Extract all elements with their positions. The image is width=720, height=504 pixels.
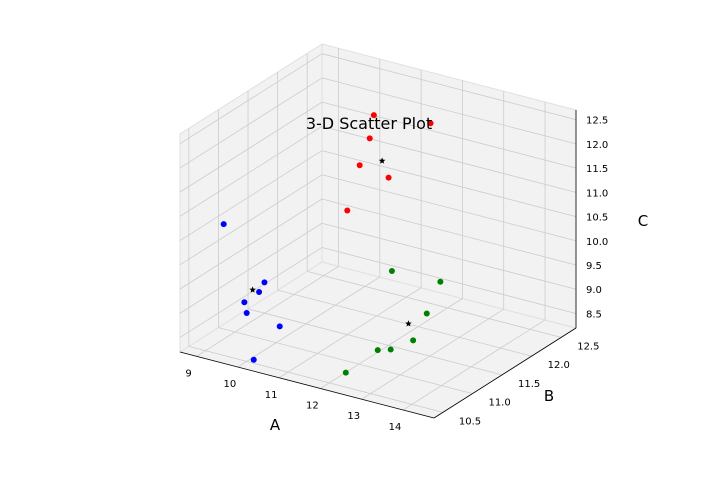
- grid-line: [321, 53, 577, 121]
- z-tick-label: 12.5: [586, 116, 608, 127]
- grid-line: [179, 126, 323, 217]
- grid-line: [321, 198, 577, 266]
- z-axis-label: C: [638, 212, 648, 230]
- scatter-point: [220, 221, 227, 228]
- z-tick-label: 10.5: [586, 213, 608, 224]
- x-axis-label: A: [270, 416, 281, 434]
- data-points: [220, 112, 444, 376]
- axis-panes: [178, 43, 578, 419]
- scatter-point: [437, 278, 444, 285]
- scatter-point: [388, 267, 395, 274]
- grid-line: [247, 308, 503, 376]
- y-tick-label: 11.5: [518, 379, 540, 390]
- scatter-point: [385, 174, 392, 181]
- x-tick-label: 10: [223, 379, 236, 390]
- y-tick-label: 12.5: [577, 341, 599, 352]
- x-tick-label: 13: [347, 411, 360, 422]
- scatter-point: [374, 347, 381, 354]
- scatter-point: [410, 337, 417, 344]
- z-tick-label: 10.0: [586, 237, 608, 248]
- grid-line: [196, 265, 339, 357]
- scatter-point: [276, 323, 283, 330]
- x-tick-label: 14: [389, 422, 402, 433]
- grid-line: [179, 150, 323, 241]
- grid-line: [179, 101, 323, 193]
- x-tick-label: 9: [185, 368, 191, 379]
- y-tick-label: 12.0: [548, 360, 570, 371]
- z-tick-label: 11.0: [586, 188, 608, 199]
- x-tick-label: 11: [265, 390, 278, 401]
- grid-line: [179, 198, 323, 290]
- scatter-point: [423, 310, 430, 317]
- chart-title: 3-D Scatter Plot: [306, 114, 432, 133]
- grid-line: [321, 101, 577, 169]
- x-axis-line: [179, 351, 435, 419]
- star-marker: [249, 286, 256, 293]
- grid-line: [277, 289, 532, 357]
- scatter-point: [241, 299, 248, 306]
- grid-line: [179, 53, 323, 145]
- z-tick-label: 11.5: [586, 164, 608, 175]
- grid-line: [361, 308, 504, 400]
- grid-line: [307, 270, 562, 338]
- grid-line: [179, 247, 323, 338]
- star-marker: [405, 320, 412, 327]
- scatter-point: [356, 162, 363, 169]
- scatter-point: [342, 369, 349, 376]
- grid-line: [278, 287, 422, 379]
- z-tick-label: 8.5: [586, 309, 602, 320]
- grid-line: [321, 247, 577, 314]
- grid-line: [179, 77, 323, 169]
- scatter-point: [261, 279, 268, 286]
- scatter-point: [344, 207, 351, 214]
- z-tick-label: 9.5: [586, 261, 602, 272]
- grid-line: [179, 222, 323, 314]
- scatter-point: [370, 112, 377, 119]
- grid-line: [321, 150, 577, 217]
- grid-line: [218, 327, 473, 395]
- z-tick-label: 9.0: [586, 285, 602, 296]
- grid-line: [188, 345, 443, 413]
- grid-line: [321, 222, 577, 290]
- grid-line: [179, 174, 323, 266]
- scatter-point: [366, 135, 373, 142]
- y-tick-label: 11.0: [488, 398, 510, 409]
- z-tick-label: 12.0: [586, 140, 608, 151]
- grid-line: [321, 174, 577, 242]
- y-axis-label: B: [544, 387, 554, 405]
- grid-line: [402, 319, 546, 411]
- scatter-point: [243, 309, 250, 316]
- scatter-point: [387, 346, 394, 353]
- scatter-point: [427, 120, 434, 127]
- y-axis-line: [433, 327, 577, 419]
- grid-line: [321, 77, 577, 145]
- star-marker: [378, 157, 386, 164]
- grid-line: [321, 125, 577, 193]
- scatter-point: [256, 288, 263, 295]
- grid-line: [237, 276, 381, 368]
- tick-labels: 9 10 11 12 13 14 10.5 11.0 11.5 12.0 12.5 8.5 9.0 9.5…: [185, 116, 608, 433]
- y-tick-label: 10.5: [459, 416, 481, 427]
- scatter-point: [250, 356, 257, 363]
- x-tick-label: 12: [306, 400, 319, 411]
